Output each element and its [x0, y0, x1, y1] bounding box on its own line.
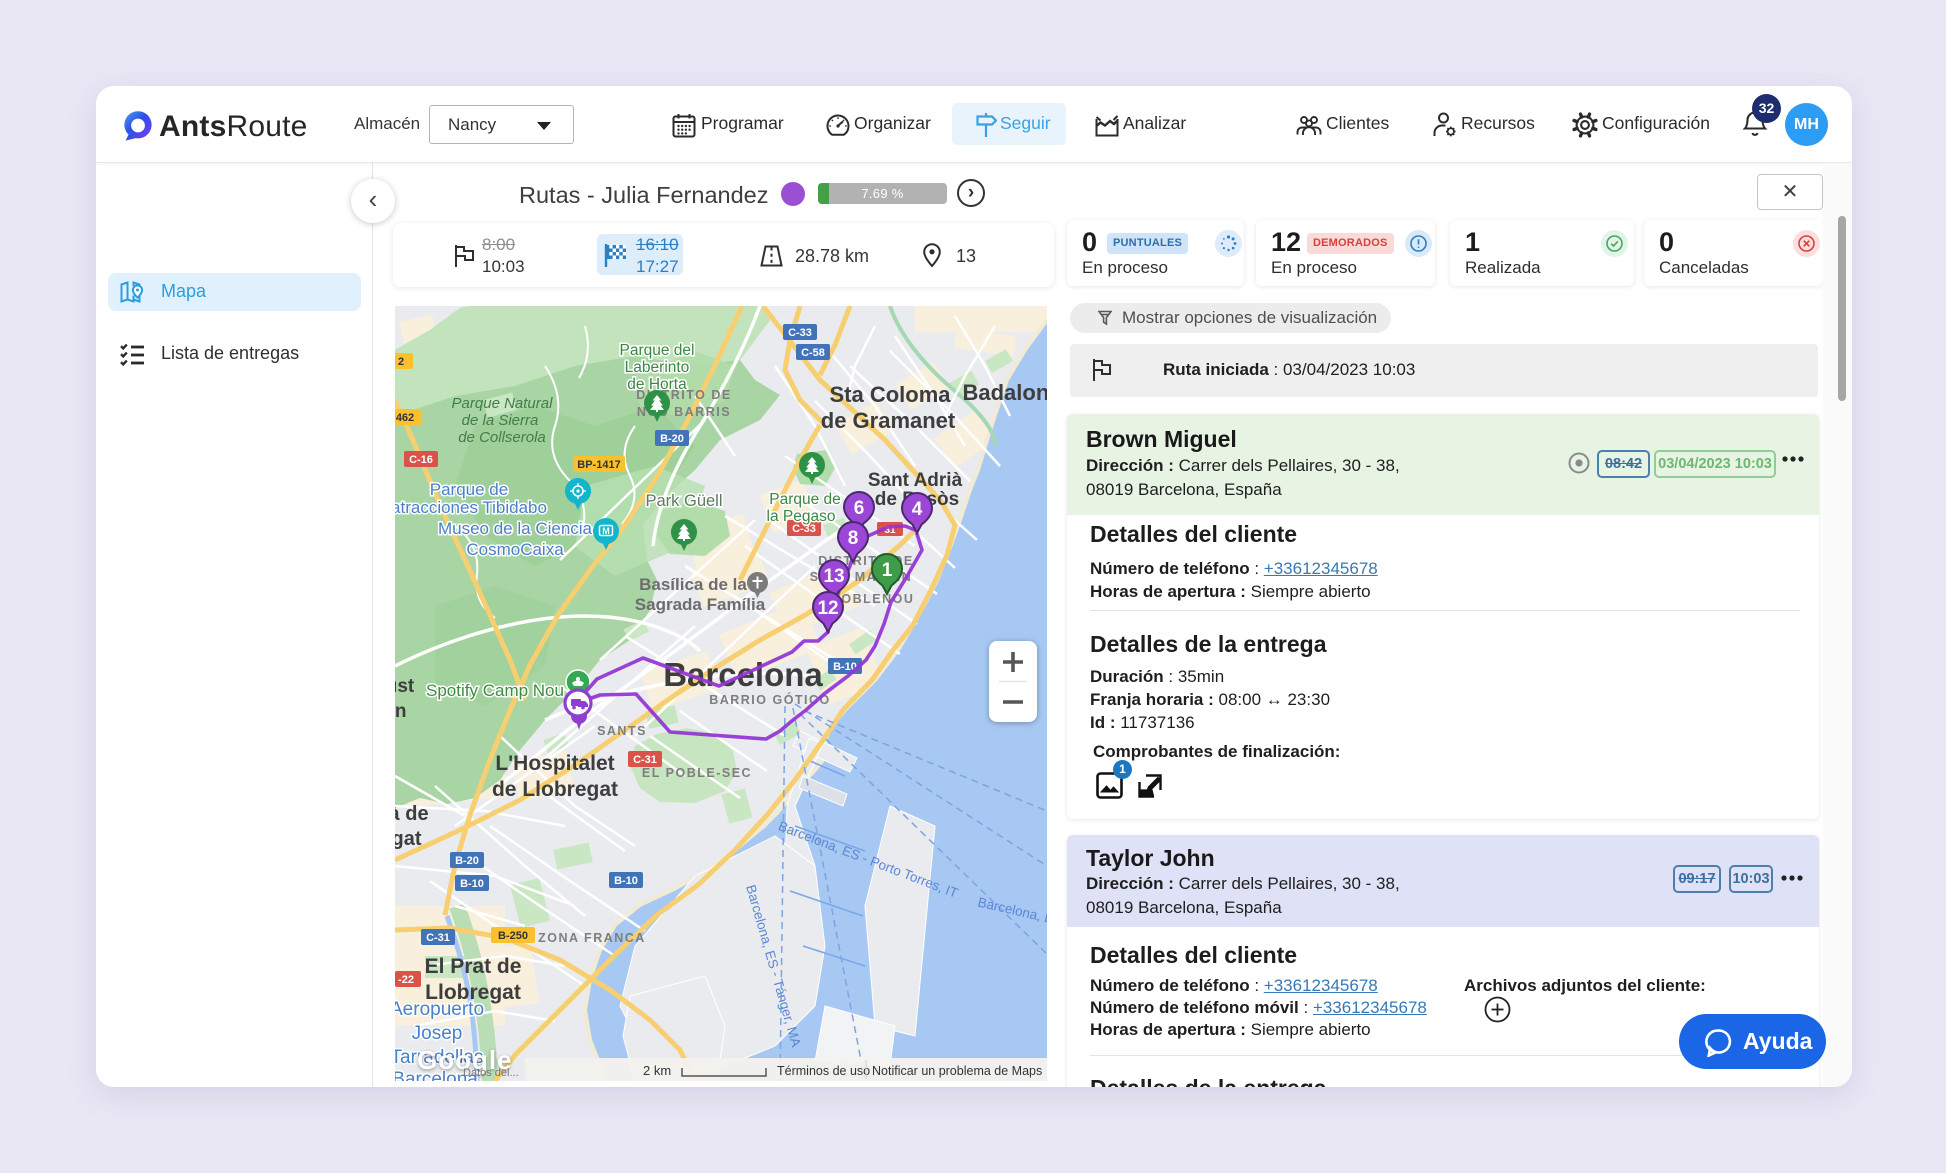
svg-text:L'Hospitalet: L'Hospitalet	[495, 752, 614, 775]
svg-text:Aeropuerto: Aeropuerto	[395, 999, 484, 1020]
svg-text:Laberinto: Laberinto	[625, 359, 690, 376]
svg-text:Datos del...: Datos del...	[463, 1067, 519, 1079]
svg-text:EL POBLE-SEC: EL POBLE-SEC	[642, 766, 752, 780]
svg-text:1: 1	[882, 560, 893, 581]
svg-text:B-20: B-20	[660, 433, 684, 445]
svg-text:Parque Natural: Parque Natural	[452, 395, 554, 412]
svg-text:Josep: Josep	[412, 1023, 463, 1044]
svg-text:Parque de: Parque de	[430, 480, 508, 499]
svg-text:de la Sierra: de la Sierra	[462, 412, 539, 429]
svg-text:Notificar un problema de Maps: Notificar un problema de Maps	[872, 1064, 1042, 1078]
svg-text:El Prat de: El Prat de	[425, 955, 522, 978]
svg-text:Sta Coloma: Sta Coloma	[829, 382, 951, 407]
svg-text:C-58: C-58	[801, 347, 825, 359]
svg-text:B-10: B-10	[460, 878, 484, 890]
svg-text:Sagrada Família: Sagrada Família	[635, 595, 766, 614]
svg-text:2: 2	[398, 356, 404, 368]
svg-text:ust: ust	[395, 676, 415, 697]
svg-text:la Pegaso: la Pegaso	[767, 508, 836, 525]
svg-text:31: 31	[884, 525, 896, 536]
svg-text:B-10: B-10	[614, 875, 638, 887]
svg-text:B-20: B-20	[455, 855, 479, 867]
svg-text:SANTS: SANTS	[597, 724, 647, 738]
svg-text:Tarradellas: Tarradellas	[395, 1047, 483, 1068]
svg-text:B-10: B-10	[833, 661, 857, 673]
svg-text:12: 12	[817, 598, 838, 619]
svg-text:C-31: C-31	[633, 754, 657, 766]
svg-text:C-16: C-16	[409, 454, 433, 466]
svg-text:de Horta: de Horta	[627, 376, 687, 393]
svg-text:de Gramanet: de Gramanet	[821, 408, 956, 433]
svg-text:2 km: 2 km	[643, 1063, 671, 1078]
svg-text:8: 8	[848, 528, 859, 549]
svg-text:Museo de la Ciencia: Museo de la Ciencia	[438, 519, 593, 538]
svg-text:de Llobregat: de Llobregat	[492, 778, 618, 801]
svg-text:egat: egat	[395, 828, 422, 850]
svg-text:BP-1417: BP-1417	[577, 459, 620, 471]
svg-text:ZONA FRANCA: ZONA FRANCA	[538, 931, 646, 945]
svg-text:Parque de: Parque de	[769, 491, 841, 508]
svg-text:CosmoCaixa: CosmoCaixa	[466, 540, 564, 559]
svg-text:BARRIO GÓTICO: BARRIO GÓTICO	[709, 692, 831, 707]
svg-text:Barcelona...: Barcelona...	[395, 1069, 494, 1081]
svg-text:Badalona: Badalona	[962, 380, 1047, 405]
svg-text:Llobregat: Llobregat	[425, 981, 521, 1004]
svg-text:Basílica de la: Basílica de la	[639, 575, 747, 594]
svg-text:C-33: C-33	[788, 327, 812, 339]
svg-text:Park Güell: Park Güell	[645, 492, 722, 510]
svg-text:llà de: llà de	[395, 803, 429, 825]
svg-text:13: 13	[823, 566, 844, 587]
svg-text:Google: Google	[417, 1045, 513, 1075]
svg-text:de Collserola: de Collserola	[458, 429, 546, 446]
svg-text:C-33: C-33	[792, 523, 816, 535]
svg-text:M: M	[602, 526, 610, 536]
svg-text:-22: -22	[398, 974, 414, 986]
svg-text:Spotify Camp Nou: Spotify Camp Nou	[426, 681, 564, 700]
svg-text:4: 4	[912, 499, 923, 520]
svg-text:Parque del: Parque del	[620, 342, 695, 359]
svg-text:POBLENOU: POBLENOU	[832, 592, 915, 606]
svg-text:C-31: C-31	[426, 932, 450, 944]
svg-text:B-250: B-250	[498, 930, 528, 942]
svg-text:6: 6	[854, 498, 865, 519]
svg-text:Términos de uso: Términos de uso	[777, 1064, 870, 1078]
svg-text:rn: rn	[395, 701, 407, 722]
svg-text:atracciones Tibidabo: atracciones Tibidabo	[395, 498, 547, 517]
svg-text:Sant Adrià: Sant Adrià	[868, 470, 963, 491]
svg-text:462: 462	[396, 412, 414, 424]
